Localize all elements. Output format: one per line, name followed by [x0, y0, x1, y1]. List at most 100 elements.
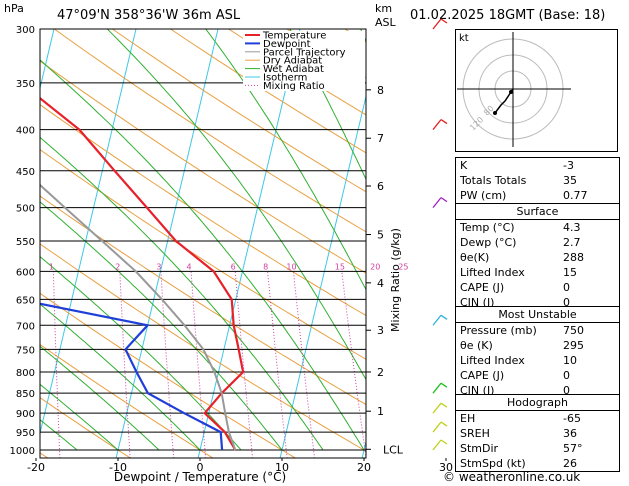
legend-box — [243, 31, 365, 91]
surface-label: Dewp (°C) — [460, 236, 517, 249]
surface-value: 2.7 — [563, 236, 581, 249]
dry-adiabat-line — [53, 29, 366, 233]
most-unstable-title: Most Unstable — [456, 307, 619, 323]
x-tick-label: 0 — [197, 461, 204, 474]
hodo-row: SREH 36 — [456, 426, 619, 441]
hodograph-storm-point — [509, 90, 513, 94]
wind-barb — [432, 119, 442, 131]
pressure-tick-label: 850 — [16, 389, 35, 400]
mixing-ratio-label: 10 — [286, 262, 296, 271]
pressure-tick-label: 750 — [16, 345, 35, 356]
index-row: Totals Totals 35 — [456, 173, 619, 188]
wind-barb — [432, 382, 442, 394]
hodo-row: StmDir 57° — [456, 441, 619, 456]
surface-row: Dewp (°C) 2.7 — [456, 235, 619, 250]
surface-label: Lifted Index — [460, 266, 525, 279]
surface-row: Temp (°C) 4.3 — [456, 220, 619, 235]
dry-adiabat-line — [420, 5, 455, 467]
index-value: 0.77 — [563, 189, 588, 202]
hodograph-point — [493, 111, 497, 115]
mixing-ratio-line — [119, 271, 131, 458]
surface-row: CIN (J) 0 — [456, 295, 619, 310]
legend-label: Temperature — [262, 31, 326, 42]
mixing-ratio-line — [341, 271, 366, 458]
mixing-ratio-line — [234, 271, 254, 458]
dry-adiabat-line — [111, 29, 366, 193]
legend-label: Dewpoint — [263, 39, 311, 50]
mu-value: 0 — [563, 384, 570, 397]
pressure-tick-label: 1000 — [10, 446, 35, 457]
hodo-label: EH — [460, 412, 476, 425]
mu-label: CAPE (J) — [460, 369, 505, 382]
wet-adiabat-line — [40, 136, 324, 451]
height-unit-label: km — [375, 2, 393, 15]
isotherm-line — [438, 0, 455, 483]
mixing-ratio-label: 6 — [231, 262, 236, 271]
hodograph-title: Hodograph — [456, 395, 619, 411]
mixing-ratio-label: 8 — [263, 262, 268, 271]
isotherm-line — [115, 29, 219, 458]
x-tick-label: -10 — [109, 461, 127, 474]
isotherm-line — [40, 29, 55, 91]
mu-label: θe (K) — [460, 339, 493, 352]
mu-label: Pressure (mb) — [460, 324, 537, 337]
mixing-ratio-line — [405, 271, 435, 467]
pressure-unit-label: hPa — [4, 2, 24, 15]
surface-value: 4.3 — [563, 221, 581, 234]
surface-label: CIN (J) — [460, 296, 495, 309]
dry-adiabat-line — [40, 60, 366, 274]
surface-value: 0 — [563, 281, 570, 294]
pressure-tick-label: 500 — [16, 204, 35, 215]
surface-panel: Surface Temp (°C) 4.3 Dewp (°C) 2.7 θe(K) 2… — [455, 203, 620, 311]
hodo-value: 26 — [563, 457, 577, 470]
hodo-row: EH -65 — [456, 411, 619, 426]
hodo-label: SREH — [460, 427, 490, 440]
hodo-label: StmSpd (kt) — [460, 457, 526, 470]
hodo-label: StmDir — [460, 442, 499, 455]
dry-adiabat-line — [40, 104, 366, 317]
legend-label: Wet Adiabat — [263, 64, 324, 75]
mu-value: 295 — [563, 339, 584, 352]
height-km-label: 8 — [377, 84, 384, 97]
mu-row: θe (K) 295 — [456, 338, 619, 353]
wind-barb-flag — [440, 402, 448, 408]
surface-row: Lifted Index 15 — [456, 265, 619, 280]
skewt-chart: 1 2 3 4 6 8 10 15 20 2530035040045050055060065070… — [0, 0, 455, 484]
mixing-ratio-label: 20 — [370, 262, 380, 271]
mixing-ratio-label: 15 — [335, 262, 345, 271]
index-label: K — [460, 159, 468, 172]
profile-parcel-trajectory — [40, 183, 237, 451]
wind-barb-flag — [440, 382, 448, 388]
wet-adiabat-line — [0, 5, 36, 450]
height-km-label: 4 — [377, 277, 384, 290]
credit-text: © weatheronline.co.uk — [443, 470, 581, 484]
pressure-tick-label: 800 — [16, 368, 35, 379]
pressure-tick-label: 700 — [16, 321, 35, 332]
pressure-tick-label: 350 — [16, 79, 35, 90]
surface-row: θe(K) 288 — [456, 250, 619, 265]
pressure-tick-label: 950 — [16, 428, 35, 439]
pressure-tick-label: 900 — [16, 409, 35, 420]
mixing-ratio-label: 2 — [115, 262, 120, 271]
mu-row: Lifted Index 10 — [456, 353, 619, 368]
mixing-ratio-label: 25 — [398, 262, 408, 271]
x-axis-label: Dewpoint / Temperature (°C) — [114, 470, 286, 484]
surface-label: θe(K) — [460, 251, 490, 264]
wind-barb — [432, 402, 442, 414]
mixing-ratio-line — [52, 271, 61, 458]
index-value: 35 — [563, 174, 577, 187]
height-km-label: 3 — [377, 324, 384, 337]
surface-label: Temp (°C) — [460, 221, 515, 234]
mixing-ratio-label: 1 — [49, 262, 54, 271]
profile-temperature — [40, 96, 245, 451]
dry-adiabat-line — [40, 149, 366, 360]
mu-value: 750 — [563, 324, 584, 337]
location-title: 47°09'N 358°36'W 36m ASL — [57, 8, 241, 23]
surface-value: 15 — [563, 266, 577, 279]
mixing-ratio-label: 4 — [187, 262, 192, 271]
wind-barb-flag — [440, 18, 448, 24]
pressure-tick-label: 300 — [16, 25, 35, 36]
wind-barb — [432, 421, 442, 433]
mixing-ratio-label: 3 — [156, 262, 161, 271]
surface-label: CAPE (J) — [460, 281, 505, 294]
